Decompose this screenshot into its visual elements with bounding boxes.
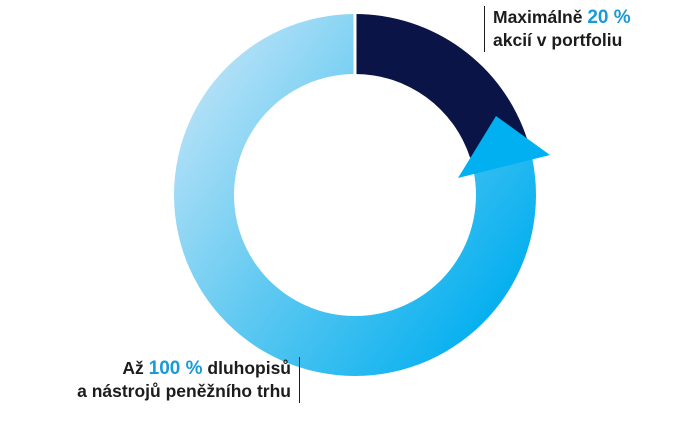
bond-label-line1: Až 100 % dluhopisů (77, 357, 291, 380)
bond-label-line2: a nástrojů peněžního trhu (77, 381, 291, 401)
equity-label-line1: Maximálně 20 % (493, 6, 631, 29)
bond-label-prefix: Až (122, 358, 144, 378)
bond-slice-label: Až 100 % dluhopisů a nástrojů peněžního … (77, 357, 300, 403)
bond-percentage: 100 % (148, 358, 203, 379)
slice-equities (355, 14, 528, 158)
bond-label-suffix: dluhopisů (207, 358, 291, 378)
equity-label-prefix: Maximálně (493, 7, 583, 27)
slice-bonds (174, 14, 536, 377)
growth-arrow-icon (458, 116, 550, 178)
equity-percentage: 20 % (587, 7, 631, 28)
equity-slice-label: Maximálně 20 % akcií v portfoliu (484, 6, 631, 52)
equity-label-line2: akcií v portfoliu (493, 30, 623, 50)
